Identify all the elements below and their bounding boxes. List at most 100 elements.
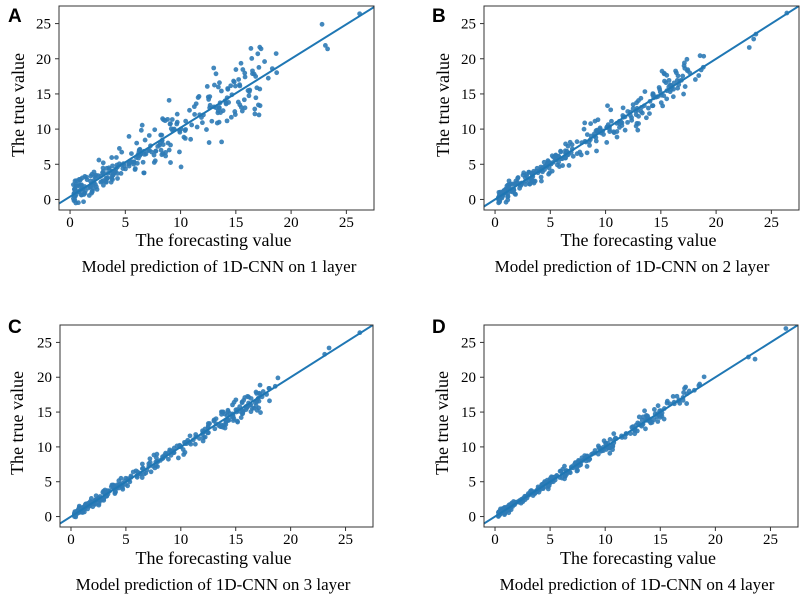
x-tick-label: 25 bbox=[764, 215, 779, 231]
scatter-point-b bbox=[608, 107, 614, 113]
scatter-point-a bbox=[242, 105, 248, 111]
scatter-point-b bbox=[662, 70, 667, 76]
scatter-point-b bbox=[581, 126, 587, 132]
scatter-point-d bbox=[562, 463, 567, 469]
scatter-point-a bbox=[174, 121, 180, 127]
scatter-point-a bbox=[183, 118, 189, 124]
scatter-point-b bbox=[658, 100, 664, 106]
y-tick-label: 25 bbox=[461, 17, 476, 33]
scatter-point-a bbox=[134, 140, 140, 146]
scatter-point-a bbox=[143, 151, 149, 157]
scatter-point-a bbox=[168, 121, 173, 127]
y-tick-label: 0 bbox=[469, 192, 477, 208]
x-tick-label: 0 bbox=[491, 532, 499, 548]
scatter-point-b bbox=[587, 142, 592, 148]
scatter-point-c bbox=[141, 471, 147, 477]
scatter-point-a bbox=[319, 21, 325, 27]
scatter-point-a bbox=[274, 70, 280, 76]
scatter-point-a bbox=[232, 83, 238, 89]
scatter-point-a bbox=[265, 75, 271, 81]
x-axis-label: The forecasting value bbox=[136, 230, 292, 250]
chart-caption: Model prediction of 1D-CNN on 1 layer bbox=[82, 257, 357, 276]
scatter-point-d bbox=[655, 403, 661, 409]
scatter-point-a bbox=[236, 77, 242, 82]
scatter-point-b bbox=[532, 178, 538, 184]
scatter-point-c bbox=[96, 501, 102, 506]
scatter-point-b bbox=[646, 105, 651, 111]
scatter-point-c bbox=[108, 484, 114, 490]
panel-letter-D: D bbox=[432, 317, 446, 338]
scatter-point-a bbox=[213, 71, 219, 77]
scatter-point-a bbox=[153, 148, 159, 154]
scatter-point-b bbox=[611, 130, 617, 136]
scatter-point-a bbox=[188, 136, 194, 142]
scatter-point-c bbox=[230, 402, 235, 408]
scatter-point-a bbox=[232, 112, 238, 117]
x-axis-label: The forecasting value bbox=[560, 548, 716, 568]
y-tick-label: 10 bbox=[36, 122, 51, 138]
scatter-point-a bbox=[255, 51, 261, 57]
scatter-point-d bbox=[674, 393, 680, 399]
scatter-point-a bbox=[110, 163, 115, 169]
scatter-point-b bbox=[638, 109, 644, 115]
scatter-point-b bbox=[681, 91, 686, 97]
scatter-point-a bbox=[119, 149, 125, 155]
scatter-point-c bbox=[166, 456, 171, 462]
scatter-point-b bbox=[539, 178, 544, 184]
scatter-point-a bbox=[113, 169, 118, 175]
scatter-point-a bbox=[252, 111, 258, 117]
scatter-point-b bbox=[505, 194, 511, 200]
scatter-point-d bbox=[611, 431, 617, 437]
scatter-point-b bbox=[751, 36, 757, 42]
scatter-point-a bbox=[94, 187, 100, 192]
scatter-point-c bbox=[326, 345, 332, 351]
plot-frame-a bbox=[58, 5, 375, 211]
scatter-point-b bbox=[650, 103, 656, 109]
scatter-point-b bbox=[614, 134, 620, 140]
scatter-point-c bbox=[205, 423, 211, 429]
scatter-point-b bbox=[541, 159, 547, 165]
scatter-point-b bbox=[682, 84, 688, 89]
scatter-point-b bbox=[515, 175, 521, 180]
scatter-point-a bbox=[183, 127, 188, 132]
scatter-point-a bbox=[216, 105, 222, 111]
y-tick-label: 15 bbox=[461, 87, 476, 103]
scatter-point-a bbox=[189, 122, 195, 128]
scatter-point-b bbox=[588, 121, 594, 127]
scatter-point-a bbox=[139, 122, 145, 128]
scatter-point-c bbox=[120, 486, 126, 492]
scatter-point-a bbox=[199, 120, 205, 126]
scatter-point-b bbox=[657, 86, 663, 92]
scatter-point-b bbox=[662, 78, 667, 84]
scatter-point-d bbox=[636, 414, 642, 420]
x-tick-label: 20 bbox=[283, 532, 298, 548]
scatter-point-b bbox=[584, 150, 590, 156]
y-axis-label: The true value bbox=[432, 371, 452, 475]
scatter-point-d bbox=[651, 417, 657, 423]
x-tick-label: 15 bbox=[228, 532, 243, 548]
x-tick-label: 25 bbox=[339, 215, 354, 231]
y-axis-label: The true value bbox=[433, 53, 453, 157]
scatter-point-b bbox=[680, 73, 686, 79]
scatter-point-b bbox=[664, 96, 670, 102]
scatter-point-a bbox=[78, 177, 83, 182]
scatter-point-a bbox=[89, 189, 95, 195]
panel-letter-B: B bbox=[432, 6, 446, 27]
scatter-point-a bbox=[239, 108, 245, 114]
scatter-point-b bbox=[578, 152, 584, 158]
scatter-point-d bbox=[574, 468, 580, 474]
y-axis-label: The true value bbox=[8, 53, 28, 157]
scatter-point-c bbox=[220, 424, 226, 430]
scatter-point-a bbox=[325, 46, 330, 52]
scatter-point-d bbox=[607, 450, 613, 456]
scatter-point-a bbox=[151, 160, 157, 165]
scatter-point-a bbox=[238, 60, 244, 66]
scatter-point-d bbox=[607, 437, 613, 442]
x-tick-label: 5 bbox=[122, 215, 130, 231]
scatter-point-d bbox=[683, 384, 689, 390]
scatter-point-a bbox=[242, 74, 248, 80]
scatter-point-c bbox=[267, 398, 272, 404]
scatter-point-a bbox=[204, 84, 210, 89]
scatter-point-b bbox=[642, 89, 648, 94]
